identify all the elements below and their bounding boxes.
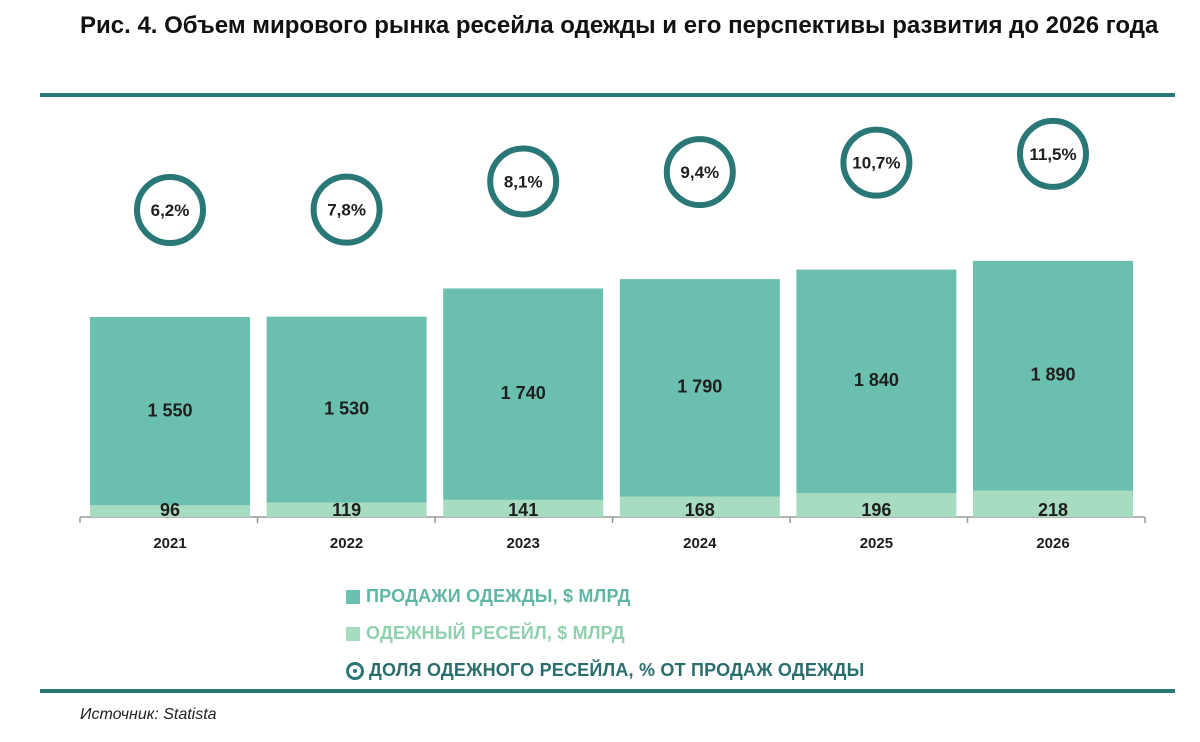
legend: ПРОДАЖИ ОДЕЖДЫ, $ МЛРД ОДЕЖНЫЙ РЕСЕЙЛ, $… — [346, 578, 864, 689]
data-label-resale-2021: 96 — [160, 500, 180, 520]
bar-sales-2021 — [90, 317, 250, 506]
bar-resale-2021 — [90, 505, 250, 517]
tick-label-2022: 2022 — [330, 535, 363, 552]
data-label-resale-2024: 168 — [685, 500, 715, 520]
chart-title: Рис. 4. Объем мирового рынка ресейла оде… — [80, 12, 1159, 39]
tick-label-2025: 2025 — [860, 535, 893, 552]
share-ring-2023 — [487, 145, 560, 218]
bar-sales-2022 — [266, 316, 427, 503]
share-ring-2022 — [310, 173, 383, 246]
source-note: Источник: Statista — [80, 706, 217, 723]
data-label-resale-2023: 141 — [508, 500, 538, 520]
data-label-sales-2026: 1 890 — [1030, 364, 1075, 384]
data-label-sales-2024: 1 790 — [677, 377, 722, 397]
share-ring-2026 — [1017, 117, 1089, 190]
legend-item-sales: ПРОДАЖИ ОДЕЖДЫ, $ МЛРД — [346, 578, 864, 615]
share-label-2026: 11,5% — [1029, 145, 1076, 164]
share-label-2021: 6,2% — [151, 201, 190, 220]
data-label-sales-2022: 1 530 — [324, 399, 369, 419]
data-label-sales-2021: 1 550 — [147, 400, 192, 420]
bar-sales-2025 — [796, 269, 957, 494]
share-ring-2025 — [840, 126, 913, 199]
data-label-resale-2022: 119 — [332, 500, 361, 520]
share-ring-2021 — [134, 174, 206, 247]
bar-resale-2025 — [796, 493, 957, 517]
data-label-resale-2025: 196 — [861, 500, 891, 520]
bar-sales-2024 — [619, 279, 780, 497]
bar-resale-2026 — [973, 490, 1133, 517]
bar-resale-2024 — [619, 496, 780, 517]
bar-sales-2023 — [443, 288, 604, 500]
bar-sales-2026 — [973, 260, 1133, 491]
legend-label-sales: ПРОДАЖИ ОДЕЖДЫ, $ МЛРД — [366, 586, 631, 606]
share-label-2025: 10,7% — [852, 154, 900, 173]
legend-label-share: ДОЛЯ ОДЕЖНОГО РЕСЕЙЛА, % ОТ ПРОДАЖ ОДЕЖД… — [369, 660, 865, 680]
tick-label-2021: 2021 — [153, 535, 186, 552]
legend-item-share: ДОЛЯ ОДЕЖНОГО РЕСЕЙЛА, % ОТ ПРОДАЖ ОДЕЖД… — [346, 652, 864, 689]
top-divider — [40, 93, 1175, 97]
share-label-2023: 8,1% — [504, 172, 543, 191]
bottom-divider — [40, 689, 1175, 693]
data-label-sales-2023: 1 740 — [501, 383, 546, 403]
tick-label-2023: 2023 — [507, 535, 540, 552]
legend-item-resale: ОДЕЖНЫЙ РЕСЕЙЛ, $ МЛРД — [346, 615, 864, 652]
tick-label-2026: 2026 — [1036, 535, 1069, 552]
share-ring-2024 — [663, 136, 736, 209]
share-label-2022: 7,8% — [327, 201, 366, 220]
legend-swatch-resale — [346, 626, 360, 641]
data-label-resale-2026: 218 — [1038, 500, 1068, 520]
bar-resale-2023 — [443, 499, 604, 517]
share-label-2024: 9,4% — [680, 163, 719, 182]
legend-label-resale: ОДЕЖНЫЙ РЕСЕЙЛ, $ МЛРД — [366, 623, 625, 643]
bar-resale-2022 — [266, 502, 427, 517]
data-label-sales-2025: 1 840 — [854, 370, 899, 390]
tick-label-2024: 2024 — [683, 535, 717, 552]
legend-swatch-sales — [346, 589, 360, 604]
target-dot-icon — [346, 661, 364, 680]
